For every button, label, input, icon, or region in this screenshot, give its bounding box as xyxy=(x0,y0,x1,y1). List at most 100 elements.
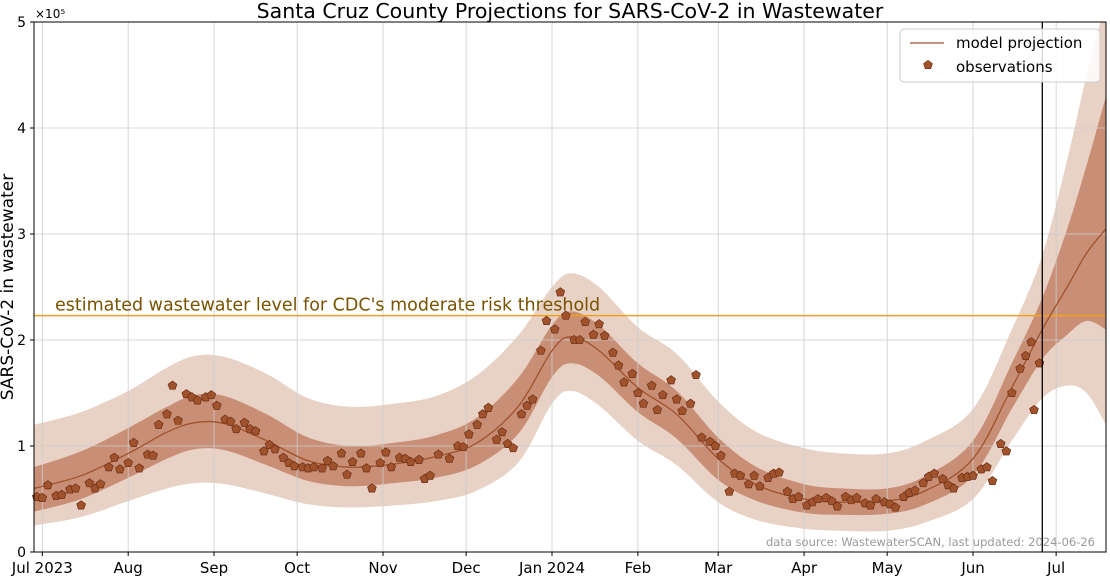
observation-point xyxy=(871,493,881,504)
legend-label-projection: model projection xyxy=(956,34,1082,52)
observation-point xyxy=(458,442,469,452)
observation-point xyxy=(483,402,494,412)
observation-point xyxy=(516,409,527,419)
threshold-label: estimated wastewater level for CDC's mod… xyxy=(55,296,600,316)
x-tick-label: Feb xyxy=(625,559,652,576)
observation-point xyxy=(128,437,139,447)
observation-point xyxy=(43,480,53,490)
observation-point xyxy=(1026,337,1037,347)
observation-point xyxy=(103,462,114,472)
observation-point xyxy=(657,390,668,400)
observation-point xyxy=(1001,446,1012,456)
observation-point xyxy=(76,500,86,510)
observation-point xyxy=(782,486,793,496)
observation-point xyxy=(84,478,95,488)
y-scale-label: ×10⁵ xyxy=(35,7,65,21)
observation-point xyxy=(322,455,333,465)
observation-point xyxy=(375,457,386,468)
observation-point xyxy=(173,415,183,425)
x-tick-label: Oct xyxy=(284,559,310,576)
grid-lines xyxy=(34,21,1106,553)
observation-point xyxy=(599,330,610,340)
observation-point xyxy=(968,470,978,480)
observation-point xyxy=(70,483,81,493)
observation-point xyxy=(472,419,483,429)
observation-point xyxy=(317,463,327,473)
observation-point xyxy=(735,470,746,480)
observation-point xyxy=(671,394,682,404)
observation-point xyxy=(948,483,959,493)
observation-point xyxy=(918,478,929,488)
observation-point xyxy=(497,427,507,437)
observation-point xyxy=(696,432,707,442)
observation-point xyxy=(347,456,358,466)
observation-point xyxy=(386,462,397,472)
observation-point xyxy=(231,423,242,434)
observation-point xyxy=(225,416,236,426)
observation-point xyxy=(192,395,203,405)
observation-point xyxy=(710,440,721,451)
legend-label-observations: observations xyxy=(956,58,1053,76)
observation-point xyxy=(380,447,391,457)
observation-point xyxy=(832,501,843,511)
observation-point xyxy=(574,334,585,345)
observation-point xyxy=(716,450,726,460)
observation-point xyxy=(666,375,676,385)
observation-point xyxy=(743,479,754,489)
observation-point xyxy=(109,452,120,462)
y-ticks: 0 1 2 3 4 5 xyxy=(17,15,34,561)
observation-point xyxy=(361,463,372,473)
observation-point xyxy=(1015,363,1025,373)
observation-markers xyxy=(31,287,1045,512)
observation-point xyxy=(250,426,261,436)
observation-point xyxy=(865,500,876,510)
observation-point xyxy=(342,469,352,479)
uncertainty-bands xyxy=(34,22,1106,532)
observation-point xyxy=(264,439,275,450)
observation-point xyxy=(890,502,901,512)
chart-title: Santa Cruz County Projections for SARS-C… xyxy=(257,0,884,23)
observation-point xyxy=(774,467,784,477)
observation-point xyxy=(167,380,178,390)
observation-point xyxy=(995,438,1006,448)
observation-point xyxy=(508,443,519,453)
x-tick-label: Sep xyxy=(200,559,228,576)
observation-point xyxy=(793,491,804,501)
observation-point xyxy=(162,409,172,419)
legend-marker-swatch xyxy=(923,59,933,70)
observation-point xyxy=(425,470,435,480)
observation-point xyxy=(813,493,823,504)
y-axis-label: SARS-CoV-2 in wastewater xyxy=(0,174,18,400)
observation-point xyxy=(851,492,862,503)
legend: model projection observations xyxy=(899,28,1101,83)
observation-point xyxy=(724,486,735,496)
legend-box xyxy=(899,28,1101,83)
observation-point xyxy=(37,492,48,503)
observation-point xyxy=(608,347,618,357)
observation-point xyxy=(627,368,638,378)
observation-point xyxy=(491,434,502,444)
observation-point xyxy=(405,456,416,466)
x-tick-label: Jul 2023 xyxy=(11,559,73,576)
plot-frame xyxy=(33,21,1107,553)
observation-point xyxy=(270,444,280,454)
observation-point xyxy=(646,380,657,390)
x-tick-label: Mar xyxy=(704,559,733,576)
observation-point xyxy=(1029,404,1039,415)
x-tick-label: Dec xyxy=(452,559,481,576)
observation-point xyxy=(464,429,474,439)
observation-point xyxy=(652,404,663,415)
source-note: data source: WastewaterSCAN, last update… xyxy=(766,535,1095,549)
x-tick-label: Apr xyxy=(791,559,818,576)
x-tick-label: Jan 2024 xyxy=(518,559,585,576)
observation-point xyxy=(754,481,765,491)
projection-line xyxy=(34,228,1106,504)
observation-point xyxy=(95,479,106,489)
x-tick-label: Aug xyxy=(114,559,143,576)
observation-point xyxy=(987,475,998,486)
observation-point xyxy=(555,287,566,297)
observation-point xyxy=(536,345,546,355)
observation-point xyxy=(477,409,488,419)
observation-point xyxy=(677,405,688,416)
